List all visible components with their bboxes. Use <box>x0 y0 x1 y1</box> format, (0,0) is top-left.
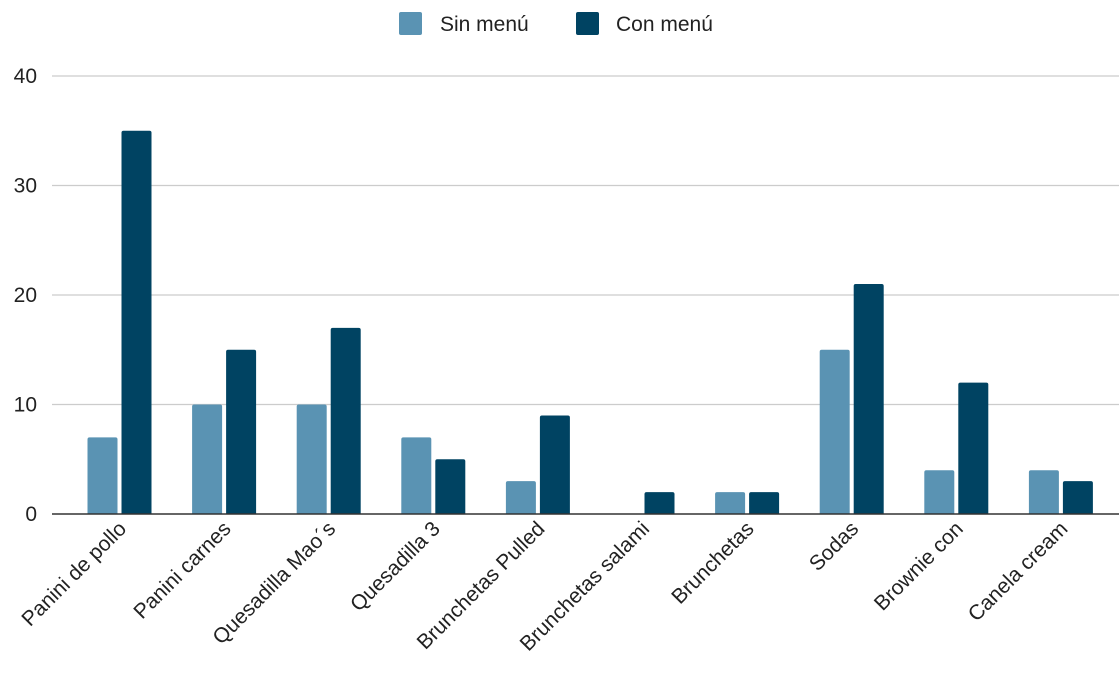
x-tick-label: Brownie con <box>870 517 968 615</box>
x-tick-label: Canela cream <box>964 517 1073 626</box>
bar-sin-menu <box>924 470 955 514</box>
legend-item: Con menú <box>576 12 713 36</box>
x-tick-label: Panini carnes <box>129 517 235 623</box>
bar-group <box>87 130 152 514</box>
y-tick-label: 40 <box>14 65 37 88</box>
bar-sin-menu <box>87 437 118 514</box>
legend-label: Con menú <box>616 13 713 36</box>
bar-sin-menu <box>296 404 327 514</box>
bar-sin-menu <box>505 481 536 514</box>
bar-con-menu <box>121 130 152 514</box>
bar-con-menu <box>958 382 989 514</box>
bar-con-menu <box>330 327 361 514</box>
chart-gridlines <box>52 75 1119 406</box>
bar-group <box>192 349 257 514</box>
bar-group <box>819 284 884 514</box>
y-tick-label: 0 <box>25 503 37 526</box>
bar-group <box>715 492 780 514</box>
legend-swatch <box>399 12 422 35</box>
x-tick-label: Quesadilla 3 <box>346 517 445 616</box>
y-axis-ticks: 0 10 20 30 40 <box>14 65 37 526</box>
bar-group <box>644 492 675 514</box>
y-tick-label: 10 <box>14 394 37 417</box>
bar-sin-menu <box>401 437 432 514</box>
bar-group <box>1028 470 1093 514</box>
bar-group <box>401 437 466 514</box>
bar-sin-menu <box>192 404 223 514</box>
x-tick-label: Sodas <box>805 517 863 575</box>
legend-item: Sin menú <box>399 12 529 36</box>
bar-con-menu <box>749 492 780 514</box>
y-tick-label: 30 <box>14 175 37 198</box>
bar-group <box>505 415 570 514</box>
bar-sin-menu <box>819 349 850 514</box>
y-tick-label: 20 <box>14 284 37 307</box>
chart-bars <box>87 130 1093 514</box>
bar-sin-menu <box>715 492 746 514</box>
x-tick-label: Panini de pollo <box>17 517 131 631</box>
bar-con-menu <box>226 349 257 514</box>
x-tick-label: Brunchetas <box>667 517 758 608</box>
bar-con-menu <box>435 459 466 514</box>
bar-con-menu <box>539 415 570 514</box>
bar-group <box>924 382 989 514</box>
bar-group <box>296 327 361 514</box>
chart-legend: Sin menú Con menú <box>399 12 713 36</box>
bar-sin-menu <box>1028 470 1059 514</box>
legend-swatch <box>576 12 599 35</box>
bar-con-menu <box>644 492 675 514</box>
legend-label: Sin menú <box>440 13 529 36</box>
bar-con-menu <box>853 284 884 514</box>
bar-con-menu <box>1062 481 1093 514</box>
